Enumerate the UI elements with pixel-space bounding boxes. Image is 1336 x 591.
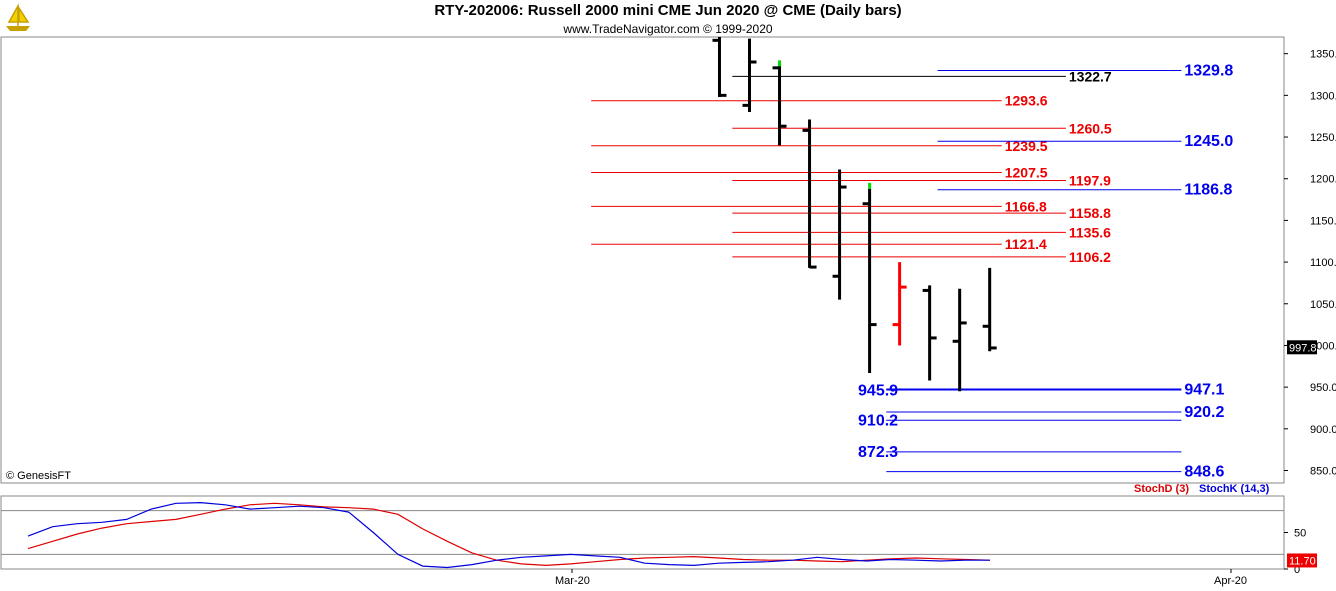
price-panel [0,36,1285,484]
y-tick-label: 850.0 [1310,465,1336,477]
level-label: 1197.9 [1069,172,1111,188]
y-tick-label: 1150.0 [1310,215,1336,227]
level-label: 1166.8 [1005,198,1047,214]
level-label: 947.1 [1184,382,1224,399]
stoch-last-label: 11.70 [1289,555,1316,567]
level-label: 1245.0 [1184,133,1233,150]
stochastic-panel: 50 011.70 StochD (3) StochK (14,3) Mar-20 Apr… [0,483,1317,587]
ohlc-bar [892,262,907,346]
level-label: 1239.5 [1005,138,1048,154]
sailboat-logo-icon [2,2,34,34]
ohlc-bar [862,188,877,373]
ohlc-bar [712,37,727,98]
level-label: 1322.7 [1069,68,1112,84]
last-price-label: 997.8 [1289,342,1317,354]
stoch-series-line [27,502,991,567]
level-lines: 1322.7 1293.6 1260.5 1239.5 1207.5 1197.9 1166… [591,63,1233,481]
level-label: 872.3 [858,444,898,461]
ohlc-bar [802,119,817,269]
level-label: 1293.6 [1005,93,1048,109]
x-tick-label: Mar-20 [555,575,590,587]
stoch-y-label: 50 [1294,528,1306,540]
level-label: 945.9 [858,383,898,400]
level-label: 848.6 [1184,464,1224,481]
level-label: 1186.8 [1184,182,1232,199]
ohlc-bar [772,63,787,146]
ohlc-bar [742,38,757,113]
price-panel-border [0,36,1285,484]
level-label: 1121.4 [1005,236,1047,252]
last-price-badge [1287,340,1317,355]
y-tick-label: 1350.0 [1310,49,1336,61]
level-label: 1329.8 [1184,63,1233,80]
ohlc-bar [982,267,997,352]
y-tick-label: 1100.0 [1310,257,1336,269]
green-marker [778,60,782,67]
y-tick-label: 1300.0 [1310,90,1336,102]
level-label: 910.2 [858,412,898,429]
green-marker [868,182,872,189]
y-tick-label: 1200.0 [1310,174,1336,186]
legend-stochk: StochK (14,3) [1199,483,1270,495]
level-label: 1135.6 [1069,224,1111,240]
price-axis: 1350.0 1300.0 1250.0 1200.0 1150.0 1100.0 1050… [1284,49,1336,477]
copyright-label: © GenesisFT [6,470,71,482]
level-label: 1260.5 [1069,120,1112,136]
level-label: 920.2 [1184,404,1224,421]
level-label: 1158.8 [1069,205,1111,221]
ohlc-bar [832,169,847,300]
chart-title: RTY-202006: Russell 2000 mini CME Jun 20… [434,2,902,19]
price-bars [712,37,997,392]
y-tick-label: 950.0 [1310,382,1336,394]
stoch-series-line [27,501,990,569]
level-label: 1106.2 [1069,249,1111,265]
chart-subtitle: www.TradeNavigator.com © 1999-2020 [563,22,773,36]
y-tick-label: 900.0 [1310,424,1336,436]
x-tick-label: Apr-20 [1214,575,1247,587]
y-tick-label: 1050.0 [1310,299,1336,311]
legend-stochd: StochD (3) [1134,483,1189,495]
level-label: 1207.5 [1005,164,1048,180]
ohlc-bar [952,288,967,392]
stoch-y-label: 0 [1294,564,1300,576]
ohlc-bar [922,285,937,381]
y-tick-label: 1250.0 [1310,132,1336,144]
stoch-last-badge [1287,553,1317,568]
